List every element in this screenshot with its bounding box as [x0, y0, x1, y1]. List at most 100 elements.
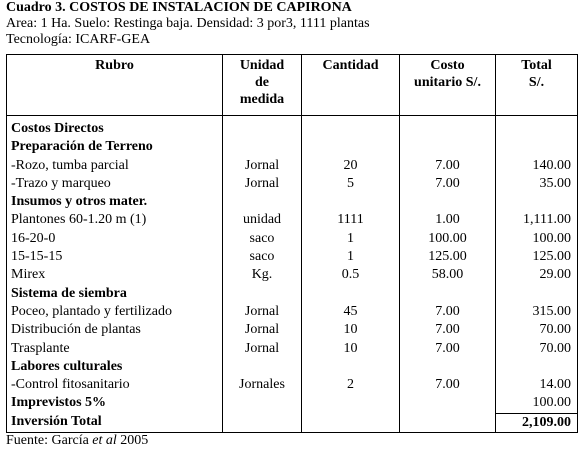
cell-unidad: [222, 394, 302, 414]
cell-rubro: Preparación de Terreno: [6, 138, 223, 157]
cell-unidad: saco: [222, 248, 302, 267]
table-row: Preparación de Terreno: [6, 138, 578, 157]
cell-unidad: saco: [222, 229, 302, 249]
cell-unidad: [222, 115, 302, 139]
table-row: Costos Directos: [6, 115, 578, 139]
cell-rubro: Inversión Total: [6, 413, 223, 434]
cell-cantidad: [301, 413, 400, 434]
table-row: Plantones 60-1.20 m (1) unidad 1111 1.00 1,1…: [6, 211, 578, 230]
cell-costo: 1.00: [399, 211, 496, 230]
source-suffix: 2005: [116, 433, 149, 449]
cell-cantidad: [301, 394, 400, 414]
table-row: -Control fitosanitario Jornales 2 7.00 14.00: [6, 376, 578, 395]
cell-costo: [399, 193, 496, 212]
header-unidad-line: Unidad: [239, 58, 285, 73]
header-costo: Costo unitario S/.: [399, 54, 496, 116]
header-unidad-line: de: [255, 75, 269, 90]
cell-unidad: Kg.: [222, 266, 302, 285]
cell-costo: 7.00: [399, 174, 496, 194]
table-caption-title: Cuadro 3. COSTOS DE INSTALACION DE CAPIR…: [6, 0, 352, 15]
cell-unidad: Jornal: [222, 174, 302, 194]
cell-costo: [399, 357, 496, 377]
table-row: Imprevistos 5% 100.00: [6, 394, 578, 414]
cell-total: [495, 115, 578, 139]
cell-cantidad: 1: [301, 248, 400, 267]
header-costo-line: unitario S/.: [414, 75, 481, 90]
cell-unidad: [222, 284, 302, 303]
table-row: Poceo, plantado y fertilizado Jornal 45 7.0…: [6, 302, 578, 322]
header-cantidad: Cantidad: [301, 54, 400, 116]
cell-total: [495, 357, 578, 377]
cell-costo: 7.00: [399, 339, 496, 358]
cell-rubro: -Rozo, tumba parcial: [6, 156, 223, 175]
cell-total: 1,111.00: [495, 211, 578, 230]
cell-costo: 7.00: [399, 156, 496, 175]
cell-total: 125.00: [495, 248, 578, 267]
cell-total: [495, 284, 578, 303]
cell-total: 100.00: [495, 394, 578, 414]
header-total-line: Total: [521, 58, 552, 73]
cell-rubro: 16-20-0: [6, 229, 223, 249]
cell-costo: [399, 413, 496, 434]
table-caption-area: Area: 1 Ha. Suelo: Restinga baja. Densid…: [6, 16, 370, 31]
table-row: Trasplante Jornal 10 7.00 70.00: [6, 339, 578, 358]
cell-unidad: Jornal: [222, 302, 302, 322]
cell-costo: 58.00: [399, 266, 496, 285]
header-costo-line: Costo: [430, 58, 465, 73]
cell-costo: 7.00: [399, 302, 496, 322]
table-caption-technology: Tecnología: ICARF-GEA: [6, 32, 151, 47]
cell-unidad: [222, 357, 302, 377]
cell-rubro: Sistema de siembra: [6, 284, 223, 303]
table-row: 15-15-15 saco 1 125.00 125.00: [6, 248, 578, 267]
cell-unidad: Jornal: [222, 339, 302, 358]
table-row: -Rozo, tumba parcial Jornal 20 7.00 140.00: [6, 156, 578, 175]
cell-cantidad: 10: [301, 321, 400, 340]
cell-cantidad: 45: [301, 302, 400, 322]
cell-cantidad: 0.5: [301, 266, 400, 285]
cell-costo: 7.00: [399, 376, 496, 395]
cell-cantidad: 2: [301, 376, 400, 395]
cell-rubro: -Trazo y marqueo: [6, 174, 223, 194]
cell-unidad: Jornal: [222, 156, 302, 175]
cell-rubro: Poceo, plantado y fertilizado: [6, 302, 223, 322]
cell-unidad: [222, 138, 302, 157]
cost-table: Rubro Unidad de medida Cantidad Costo un…: [6, 54, 578, 434]
cell-total: 70.00: [495, 321, 578, 340]
header-row: Rubro Unidad de medida Cantidad Costo un…: [6, 54, 578, 116]
table-row: Inversión Total 2,109.00: [6, 412, 578, 434]
cell-cantidad: [301, 193, 400, 212]
cell-total: 70.00: [495, 339, 578, 358]
table-body: Costos Directos Preparación de Terreno -Ro…: [6, 115, 578, 434]
cell-rubro: 15-15-15: [6, 248, 223, 267]
cell-unidad: [222, 193, 302, 212]
cell-unidad: Jornal: [222, 321, 302, 340]
cell-unidad: unidad: [222, 211, 302, 230]
cell-cantidad: 20: [301, 156, 400, 175]
source-note: Fuente: García et al 2005: [6, 433, 583, 449]
cell-costo: [399, 394, 496, 414]
table-row: Labores culturales: [6, 357, 578, 377]
cell-total: 2,109.00: [495, 412, 578, 434]
source-prefix: Fuente: García: [6, 433, 93, 449]
cell-rubro: Costos Directos: [6, 115, 223, 139]
header-total-line: S/.: [528, 75, 545, 90]
cell-total: [495, 138, 578, 157]
cell-rubro: -Control fitosanitario: [6, 376, 223, 395]
cell-rubro: Labores culturales: [6, 357, 223, 377]
header-rubro: Rubro: [6, 54, 223, 116]
cell-total: 100.00: [495, 229, 578, 249]
cell-unidad: [222, 413, 302, 434]
cell-cantidad: 10: [301, 339, 400, 358]
cell-rubro: Plantones 60-1.20 m (1): [6, 211, 223, 230]
header-total: Total S/.: [495, 54, 578, 116]
cell-total: [495, 193, 578, 212]
cell-total: 29.00: [495, 266, 578, 285]
cell-cantidad: 1: [301, 229, 400, 249]
cell-cantidad: [301, 357, 400, 377]
cell-cantidad: 5: [301, 174, 400, 194]
cell-total: 14.00: [495, 376, 578, 395]
cell-total: 315.00: [495, 302, 578, 322]
cell-costo: [399, 115, 496, 139]
cell-rubro: Distribución de plantas: [6, 321, 223, 340]
header-unidad: Unidad de medida: [222, 54, 302, 116]
